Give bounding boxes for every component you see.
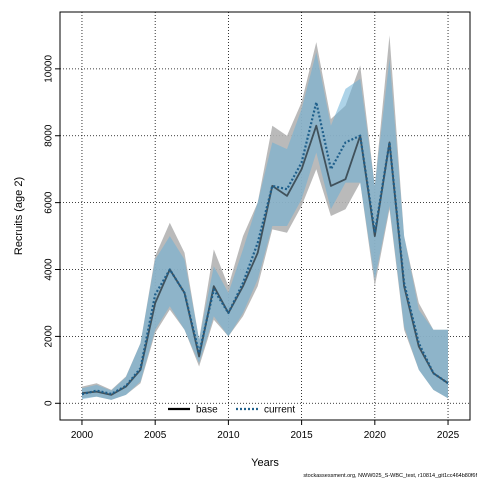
y-tick-label: 0 <box>44 400 55 406</box>
y-axis-title: Recruits (age 2) <box>13 177 25 255</box>
x-tick-label: 2000 <box>71 430 94 441</box>
x-tick-label: 2010 <box>217 430 240 441</box>
legend: base current <box>168 405 295 416</box>
legend-label-base: base <box>196 405 218 416</box>
y-tick-label: 4000 <box>44 258 55 281</box>
x-tick-label: 2015 <box>290 430 313 441</box>
axes: 2000 2005 2010 2015 2020 2025 0 2000 4000 6000 800… <box>44 55 460 441</box>
x-axis-title: Years <box>251 457 279 469</box>
y-tick-label: 2000 <box>44 325 55 348</box>
plot-area <box>59 11 471 421</box>
line-current <box>81 101 449 396</box>
source-note: stockassessment.org, NWW025_S-WBC_test, … <box>303 473 477 479</box>
line-base <box>81 124 449 396</box>
series-lines <box>81 101 449 396</box>
y-tick-label: 6000 <box>44 191 55 214</box>
y-tick-label: 10000 <box>44 55 55 83</box>
x-tick-label: 2005 <box>144 430 167 441</box>
legend-label-current: current <box>264 405 295 416</box>
band-current <box>82 52 448 400</box>
x-tick-label: 2020 <box>364 430 387 441</box>
y-tick-label: 8000 <box>44 124 55 147</box>
x-tick-label: 2025 <box>437 430 460 441</box>
plot-frame <box>59 11 471 421</box>
